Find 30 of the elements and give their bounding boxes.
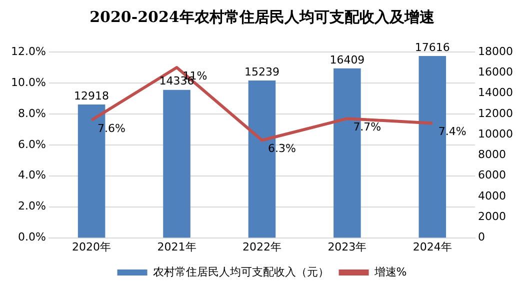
y-tick-label: 6.0% (18, 138, 46, 151)
y2-tick-label: 2000 (478, 210, 506, 224)
x-tick-label: 2024年 (412, 240, 452, 254)
y-tick-label: 12.0% (10, 44, 46, 58)
y-tick-label: 4.0% (18, 168, 46, 182)
y2-tick-label: 0 (478, 230, 486, 244)
x-tick-label: 2023年 (328, 240, 367, 254)
y2-tick-label: 4000 (478, 189, 506, 202)
legend-label: 增速% (373, 265, 407, 278)
y2-tick-label: 12000 (478, 106, 514, 120)
x-tick-label: 2021年 (157, 240, 196, 254)
data-label: 17616 (414, 40, 450, 54)
y2-tick-label: 8000 (478, 148, 506, 162)
y-tick-label: 8.0% (18, 106, 46, 120)
y2-tick-label: 14000 (478, 86, 514, 100)
y2-tick-label: 6000 (478, 168, 506, 182)
legend-label: 农村常住居民人均可支配收入（元） (152, 265, 329, 278)
data-label: 16409 (330, 53, 365, 66)
y-tick-label: 2.0% (18, 200, 46, 213)
x-tick-label: 2020年 (72, 240, 112, 254)
chart-title: 2020-2024年农村常住居民人均可支配收入及增速 (88, 7, 436, 28)
y2-tick-label: 10000 (478, 127, 514, 140)
y-tick-label: 0.0% (18, 230, 46, 244)
x-tick-label: 2022年 (242, 240, 282, 254)
bar (163, 90, 190, 238)
y2-tick-label: 16000 (478, 66, 514, 79)
y2-tick-label: 18000 (478, 44, 514, 58)
y-tick-label: 10.0% (10, 76, 46, 89)
data-label: 15239 (244, 65, 280, 78)
data-label: 12918 (74, 89, 110, 102)
